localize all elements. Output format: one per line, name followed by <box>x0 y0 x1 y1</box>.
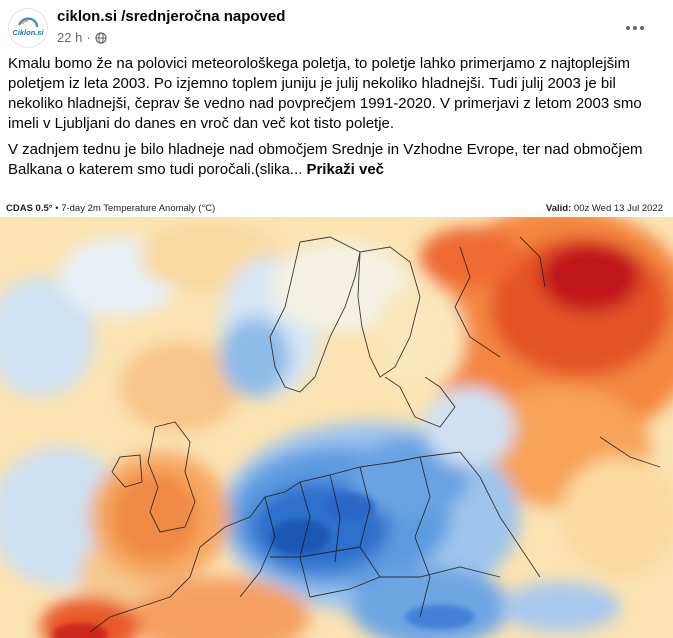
figure-model: CDAS 0.5° <box>6 203 53 214</box>
figure-valid: Valid: 00z Wed 13 Jul 2022 <box>546 203 663 214</box>
temperature-anomaly-map <box>0 217 673 638</box>
post-paragraph-2-text: V zadnjem tednu je bilo hladneje nad obm… <box>8 141 643 178</box>
avatar-text: Ciklon.si <box>12 28 44 37</box>
post-header: Ciklon.si ciklon.si /srednjeročna napove… <box>0 0 673 54</box>
page-avatar[interactable]: Ciklon.si <box>8 8 48 48</box>
more-options-icon <box>626 26 630 30</box>
meta-separator: · <box>86 30 91 45</box>
globe-icon <box>95 31 107 44</box>
figure-title-text: 7-day 2m Temperature Anomaly (°C) <box>61 203 216 214</box>
post-text: Kmalu bomo že na polovici meteorološkega… <box>8 54 658 186</box>
post-paragraph-2: V zadnjem tednu je bilo hladneje nad obm… <box>8 140 658 180</box>
figure-valid-value: 00z Wed 13 Jul 2022 <box>573 203 663 214</box>
post-paragraph-1: Kmalu bomo že na polovici meteorološkega… <box>8 55 642 132</box>
ciklon-logo: Ciklon.si <box>9 9 47 47</box>
post-image[interactable]: CDAS 0.5° • 7-day 2m Temperature Anomaly… <box>0 197 673 638</box>
figure-header: CDAS 0.5° • 7-day 2m Temperature Anomaly… <box>0 197 673 219</box>
post-meta: 22 h · <box>57 30 107 45</box>
figure-valid-label: Valid: <box>545 203 572 214</box>
more-options-button[interactable] <box>617 10 653 46</box>
figure-separator: • <box>55 203 59 214</box>
see-more-link[interactable]: Prikaži več <box>306 161 385 178</box>
page-name[interactable]: ciklon.si /srednjeročna napoved <box>57 8 286 25</box>
figure-title: CDAS 0.5° • 7-day 2m Temperature Anomaly… <box>6 203 215 214</box>
post-time[interactable]: 22 h <box>57 30 83 45</box>
